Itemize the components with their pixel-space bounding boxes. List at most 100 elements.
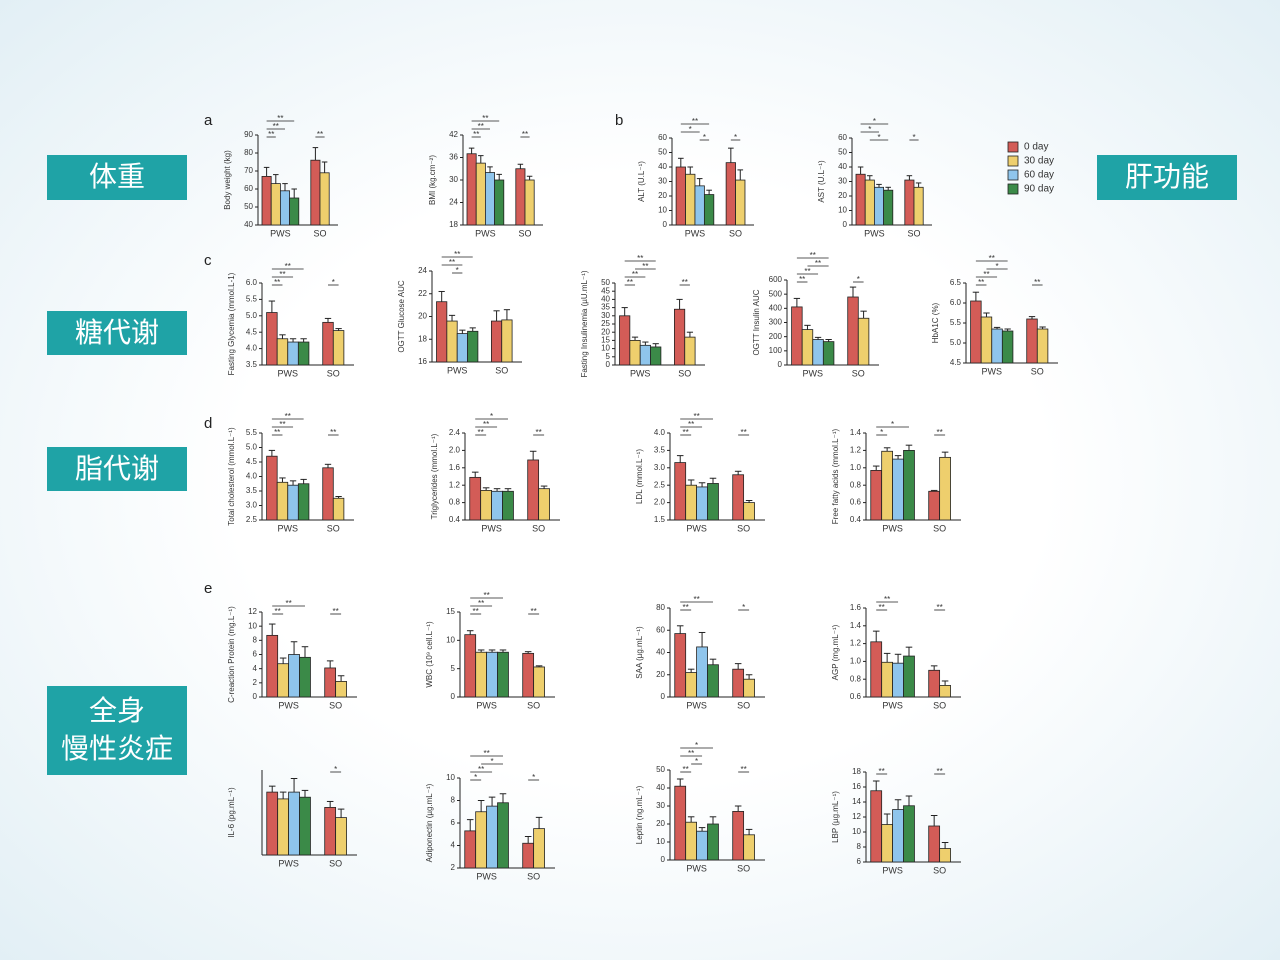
y-tick-label: 0.6 bbox=[850, 692, 862, 701]
legend-label: 60 day bbox=[1024, 170, 1054, 181]
bar bbox=[456, 333, 468, 363]
bar bbox=[928, 490, 941, 521]
bar bbox=[801, 329, 814, 366]
side-label: 慢性炎症 bbox=[61, 732, 173, 765]
significance-label: ** bbox=[277, 114, 283, 123]
y-tick-label: 3.5 bbox=[654, 446, 666, 455]
y-tick-label: 0.8 bbox=[850, 674, 862, 683]
bar bbox=[735, 179, 746, 226]
bar bbox=[266, 634, 279, 698]
significance-label: * bbox=[332, 278, 335, 287]
bar bbox=[524, 179, 535, 226]
x-tick-label: PWS bbox=[447, 365, 468, 375]
bar bbox=[332, 330, 345, 366]
x-tick-label: SO bbox=[933, 700, 946, 710]
bar bbox=[464, 634, 477, 698]
significance-label: ** bbox=[330, 428, 336, 437]
y-tick-label: 10 bbox=[838, 206, 847, 215]
y-tick-label: 30 bbox=[449, 175, 458, 184]
significance-label: ** bbox=[473, 130, 479, 139]
legend-swatch bbox=[1007, 141, 1019, 153]
y-tick-label: 40 bbox=[658, 162, 667, 171]
bar bbox=[324, 807, 337, 856]
bar bbox=[881, 661, 893, 698]
significance-label: ** bbox=[642, 262, 648, 271]
legend-swatch bbox=[1007, 183, 1019, 195]
bar bbox=[684, 336, 696, 366]
y-axis-label: Triglycerides (mmol.L⁻¹) bbox=[430, 433, 439, 519]
y-tick-label: 30 bbox=[656, 801, 665, 810]
significance-label: ** bbox=[285, 599, 291, 608]
significance-label: ** bbox=[741, 428, 747, 437]
y-tick-label: 22 bbox=[418, 289, 427, 298]
x-tick-label: SO bbox=[527, 700, 540, 710]
y-tick-label: 20 bbox=[656, 819, 665, 828]
x-tick-label: PWS bbox=[278, 523, 299, 533]
bar bbox=[674, 308, 686, 366]
bar bbox=[864, 179, 875, 226]
bar bbox=[538, 488, 550, 521]
bar bbox=[299, 656, 311, 698]
y-tick-label: 40 bbox=[656, 648, 665, 657]
significance-label: ** bbox=[937, 767, 943, 776]
y-tick-label: 90 bbox=[244, 130, 253, 139]
significance-label: * bbox=[873, 117, 876, 126]
bar bbox=[855, 173, 866, 226]
x-tick-label: SO bbox=[313, 228, 326, 238]
y-tick-label: 3.0 bbox=[246, 501, 258, 510]
bar bbox=[480, 490, 492, 521]
bar bbox=[881, 450, 893, 521]
significance-label: ** bbox=[449, 258, 455, 267]
y-tick-label: 10 bbox=[852, 827, 861, 836]
bar bbox=[870, 470, 883, 521]
bar bbox=[650, 346, 662, 366]
significance-label: * bbox=[995, 262, 998, 271]
y-tick-label: 18 bbox=[449, 220, 458, 229]
significance-label: * bbox=[456, 266, 459, 275]
y-tick-label: 30 bbox=[601, 311, 610, 320]
y-axis-label: OGTT Insulin AUC bbox=[752, 289, 761, 355]
y-tick-label: 5 bbox=[606, 352, 611, 361]
bar bbox=[466, 153, 477, 226]
bar bbox=[696, 830, 708, 861]
bar bbox=[436, 301, 448, 363]
bar bbox=[277, 663, 289, 698]
bar bbox=[475, 162, 486, 226]
y-axis-label: IL-6 (pg.mL⁻¹) bbox=[227, 787, 236, 838]
significance-label: * bbox=[695, 741, 698, 750]
x-tick-label: SO bbox=[852, 368, 865, 378]
bar bbox=[703, 194, 715, 226]
x-tick-label: SO bbox=[737, 523, 750, 533]
bar bbox=[497, 802, 509, 869]
side-label: 脂代谢 bbox=[75, 452, 159, 485]
y-tick-label: 80 bbox=[656, 603, 665, 612]
bar bbox=[266, 312, 278, 366]
side-labels: 体重 肝功能 糖代谢 脂代谢 全身 慢性炎症 bbox=[47, 155, 1237, 775]
y-tick-label: 2 bbox=[253, 678, 258, 687]
bar bbox=[939, 456, 951, 521]
x-tick-label: SO bbox=[907, 228, 920, 238]
y-tick-label: 10 bbox=[248, 621, 257, 630]
significance-label: ** bbox=[637, 254, 643, 263]
significance-label: ** bbox=[454, 250, 460, 259]
x-tick-label: PWS bbox=[630, 368, 651, 378]
bar bbox=[674, 785, 687, 861]
y-tick-label: 20 bbox=[658, 191, 667, 200]
y-axis-label: Leptin (ng.mL⁻¹) bbox=[635, 785, 644, 844]
y-tick-label: 2.0 bbox=[654, 498, 666, 507]
bar bbox=[324, 667, 337, 698]
bar bbox=[270, 183, 281, 226]
bar bbox=[490, 320, 503, 363]
bar bbox=[791, 306, 803, 366]
y-tick-label: 4.5 bbox=[246, 327, 258, 336]
x-tick-label: SO bbox=[1031, 366, 1044, 376]
bar bbox=[991, 328, 1003, 364]
bar-chart: 0.4 0.8 1.2 1.6 2.0 2.4 Triglycerides (mmol.L⁻… bbox=[430, 412, 560, 533]
significance-label: * bbox=[695, 757, 698, 766]
y-tick-label: 1.0 bbox=[850, 463, 862, 472]
y-tick-label: 0.6 bbox=[850, 498, 862, 507]
significance-label: ** bbox=[810, 251, 816, 260]
